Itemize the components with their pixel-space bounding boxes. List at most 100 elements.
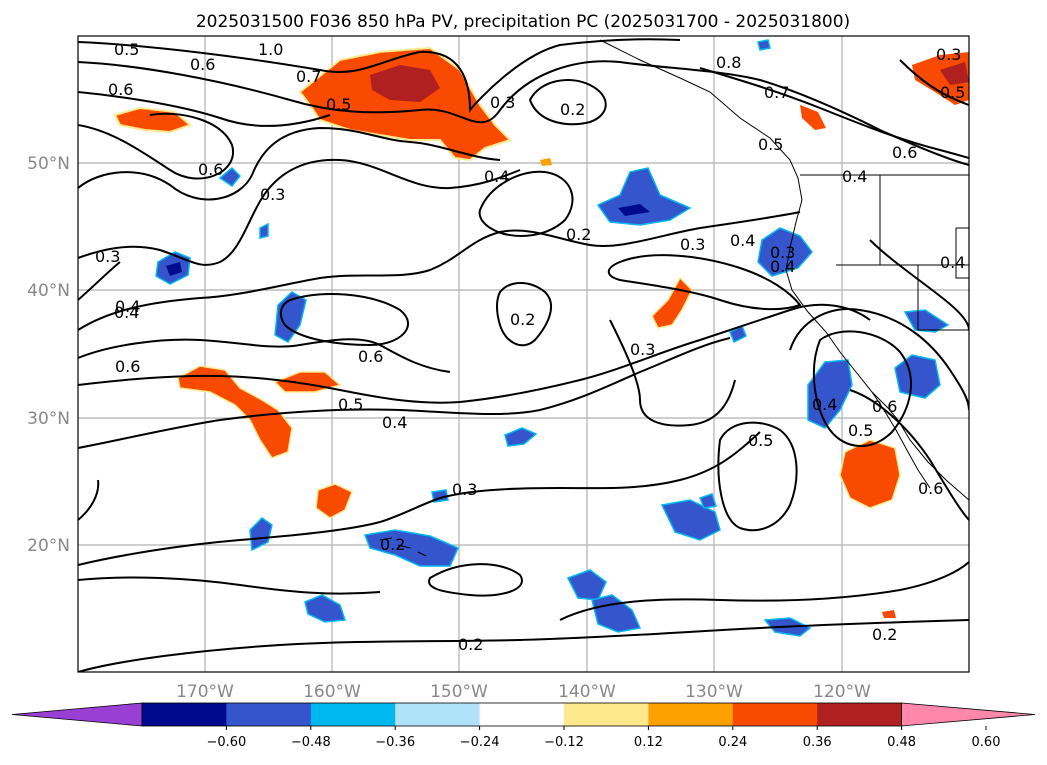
state-border-4: [955, 227, 969, 279]
colorbar-segment: [479, 703, 565, 726]
colorbar-segment: [395, 703, 481, 726]
negative-precip-patches: [155, 39, 950, 637]
pv-contour-16: [607, 254, 802, 311]
pv-contour-13: [78, 337, 731, 449]
contour-label: 0.7: [296, 67, 321, 86]
colorbar-tick-label: 0.12: [634, 735, 663, 750]
bc-coast-positive-patch: [800, 105, 826, 130]
pv-contours: [78, 38, 969, 672]
contour-label: 0.3: [490, 93, 515, 112]
pv-contour-7: [78, 211, 801, 331]
contour-label: 0.3: [680, 235, 705, 254]
contour-label: 0.3: [95, 247, 120, 266]
contour-label: 0.4: [382, 413, 407, 432]
colorbar-outline: [141, 702, 902, 727]
colorbar-tick-label: −0.24: [460, 735, 500, 750]
contour-label: 0.5: [848, 421, 873, 440]
longitude-labels: 170°W 160°W 150°W 140°W 130°W 120°W: [176, 682, 871, 702]
contour-label: 0.2: [872, 625, 897, 644]
contour-label: 0.6: [872, 397, 897, 416]
small-negative-patch-2: [259, 222, 269, 239]
pv-contour-4: [78, 112, 235, 180]
contour-label: 0.2: [560, 100, 585, 119]
pv-contour-28: [699, 67, 969, 159]
tropical-negative-patch-g: [504, 427, 538, 447]
small-positive-patch: [882, 610, 896, 618]
contour-label: 0.6: [115, 357, 140, 376]
nw-canada-core: [940, 62, 969, 85]
colorbar-tick-label: −0.48: [291, 735, 331, 750]
contour-label: 0.6: [918, 479, 943, 498]
contour-label: 0.3: [770, 243, 795, 262]
pv-contour-30: [78, 261, 121, 301]
colorbar-tick-label: 0.24: [718, 735, 747, 750]
lat-label: 50°N: [27, 154, 70, 174]
map-title: 2025031500 F036 850 hPa PV, precipitatio…: [196, 12, 850, 32]
lon-label: 150°W: [430, 682, 488, 702]
pv-contour-21: [559, 561, 969, 621]
pv-contour-9: [528, 79, 607, 126]
contour-label: 0.5: [114, 40, 139, 59]
lat-label: 30°N: [27, 409, 70, 429]
contour-labels: 1.0 0.5 0.6 0.6 0.7 0.5 0.3 0.2 0.8 0.7 …: [95, 40, 965, 654]
ne-pacific-negative-core: [618, 204, 650, 216]
midlatitude-negative-patch: [274, 291, 307, 343]
colorbar-tick-label: −0.36: [375, 735, 415, 750]
lon-label: 160°W: [303, 682, 361, 702]
contour-label: 0.4: [940, 253, 965, 272]
contour-label: 0.4: [812, 395, 837, 414]
contour-label: 0.2: [510, 310, 535, 329]
colorbar-tick-label: −0.12: [544, 735, 584, 750]
contour-label: 0.3: [260, 185, 285, 204]
nw-canada-positive-patch: [912, 52, 969, 105]
contour-label: 0.3: [452, 480, 477, 499]
state-border-3: [917, 265, 969, 331]
positive-precip-patches: [113, 46, 969, 618]
hawaiian-islands: [379, 537, 427, 557]
pv-contour-10: [496, 282, 552, 347]
colorbar-tick-label: −0.60: [206, 735, 246, 750]
contour-label: 0.4: [842, 167, 867, 186]
pv-contour-23: [813, 330, 913, 447]
contour-label: 0.6: [108, 80, 133, 99]
lon-label: 120°W: [813, 682, 871, 702]
contour-label: 0.3: [936, 45, 961, 64]
tropical-negative-patch-d: [304, 594, 347, 623]
contour-label: 0.4: [114, 303, 139, 322]
contour-label: 0.6: [892, 143, 917, 162]
colorbar-tick-label: 0.48: [887, 735, 916, 750]
contour-label: 0.5: [940, 83, 965, 102]
pv-contour-27: [899, 59, 969, 106]
near-hawaii-positive-patch: [315, 483, 353, 519]
pv-contour-11: [78, 303, 871, 404]
pv-contour-19: [428, 563, 523, 597]
tropical-negative-patch-e: [249, 517, 273, 552]
pv-contour-2: [78, 60, 969, 166]
contour-label: 0.2: [380, 535, 405, 554]
pv-contour-29: [78, 479, 100, 521]
map-content: 1.0 0.5 0.6 0.6 0.7 0.5 0.3 0.2 0.8 0.7 …: [78, 36, 969, 672]
contour-label: 0.6: [358, 347, 383, 366]
small-negative-patch-5: [699, 493, 717, 509]
contour-label: 0.4: [484, 167, 509, 186]
contour-label: 0.4: [770, 257, 795, 276]
contour-label: 0.6: [198, 160, 223, 179]
lat-label: 40°N: [27, 281, 70, 301]
pv-contour-22: [717, 421, 798, 532]
latitude-labels: 50°N 40°N 30°N 20°N: [27, 154, 70, 556]
contour-label: 0.4: [115, 297, 140, 316]
colorbar-segment: [142, 703, 227, 726]
small-negative-patch-1: [218, 166, 242, 188]
map-border: [77, 35, 970, 673]
colorbar-tick-label: 0.60: [972, 735, 1001, 750]
contour-label: 0.3: [630, 340, 655, 359]
small-positive-patch-2: [540, 158, 552, 166]
pv-contour-18: [78, 576, 381, 595]
pv-contour-25: [789, 308, 969, 411]
colorbar: −0.60 −0.48 −0.36 −0.24 −0.12 0.12 0.24 0.36 0.4…: [11, 702, 1036, 750]
contour-label: 0.2: [458, 635, 483, 654]
contour-label: 0.5: [326, 95, 351, 114]
lat-label: 20°N: [27, 536, 70, 556]
pv-contour-20: [78, 619, 969, 672]
